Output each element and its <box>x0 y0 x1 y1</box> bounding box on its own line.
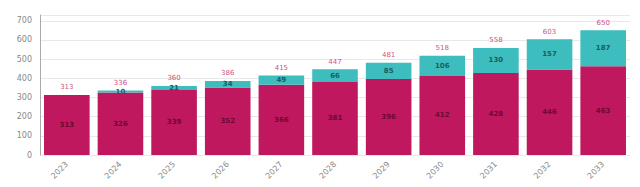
svg-text:428: 428 <box>489 110 504 118</box>
svg-text:2031: 2031 <box>478 160 499 181</box>
svg-text:313: 313 <box>60 121 75 129</box>
svg-text:518: 518 <box>436 44 449 52</box>
svg-text:66: 66 <box>330 72 340 80</box>
svg-text:2026: 2026 <box>210 160 231 181</box>
svg-text:700: 700 <box>17 16 32 25</box>
svg-text:2033: 2033 <box>586 160 607 181</box>
svg-text:200: 200 <box>17 112 32 121</box>
svg-text:446: 446 <box>542 108 557 116</box>
svg-text:34: 34 <box>223 80 233 88</box>
svg-text:100: 100 <box>17 131 32 140</box>
svg-text:49: 49 <box>276 76 286 84</box>
svg-text:600: 600 <box>17 35 32 44</box>
svg-text:400: 400 <box>17 74 32 83</box>
svg-text:352: 352 <box>220 117 235 125</box>
svg-text:396: 396 <box>381 113 396 121</box>
svg-text:106: 106 <box>435 62 450 70</box>
svg-text:85: 85 <box>384 67 394 75</box>
svg-text:603: 603 <box>543 28 556 36</box>
svg-text:2023: 2023 <box>49 160 70 181</box>
svg-text:326: 326 <box>113 120 128 128</box>
svg-text:300: 300 <box>17 93 32 102</box>
svg-text:313: 313 <box>60 83 73 91</box>
svg-text:412: 412 <box>435 111 450 119</box>
svg-text:360: 360 <box>167 74 180 82</box>
svg-text:336: 336 <box>114 79 128 87</box>
svg-text:415: 415 <box>275 64 288 72</box>
svg-text:157: 157 <box>542 50 557 58</box>
svg-text:339: 339 <box>167 118 182 126</box>
svg-text:366: 366 <box>274 116 289 124</box>
svg-text:21: 21 <box>169 84 179 92</box>
svg-text:381: 381 <box>328 114 343 122</box>
svg-text:0: 0 <box>27 151 32 160</box>
svg-text:10: 10 <box>116 88 126 96</box>
svg-text:386: 386 <box>221 69 235 77</box>
svg-text:2027: 2027 <box>264 160 285 181</box>
svg-text:2024: 2024 <box>103 160 124 181</box>
svg-text:481: 481 <box>382 51 395 59</box>
svg-text:2032: 2032 <box>532 160 553 181</box>
svg-text:650: 650 <box>596 19 609 27</box>
svg-text:463: 463 <box>596 107 611 115</box>
svg-text:500: 500 <box>17 55 32 64</box>
svg-text:447: 447 <box>328 58 341 66</box>
svg-text:2030: 2030 <box>425 160 446 181</box>
svg-text:2029: 2029 <box>371 160 392 181</box>
svg-text:558: 558 <box>489 36 502 44</box>
svg-text:187: 187 <box>596 44 611 52</box>
svg-text:130: 130 <box>489 56 504 64</box>
svg-text:2025: 2025 <box>157 160 178 181</box>
svg-text:2028: 2028 <box>317 160 338 181</box>
